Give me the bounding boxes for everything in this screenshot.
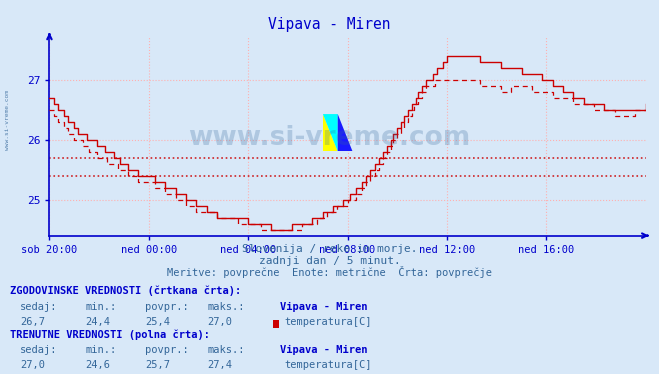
Text: Vipava - Miren: Vipava - Miren xyxy=(280,346,368,355)
Text: maks.:: maks.: xyxy=(208,346,245,355)
Text: Vipava - Miren: Vipava - Miren xyxy=(280,302,368,312)
Bar xyxy=(273,320,279,328)
Text: 27,0: 27,0 xyxy=(208,317,233,327)
Text: zadnji dan / 5 minut.: zadnji dan / 5 minut. xyxy=(258,256,401,266)
Polygon shape xyxy=(323,114,337,151)
Polygon shape xyxy=(323,114,337,151)
Text: 27,0: 27,0 xyxy=(20,361,45,370)
Text: 24,6: 24,6 xyxy=(86,361,111,370)
Text: Vipava - Miren: Vipava - Miren xyxy=(268,17,391,32)
Text: 24,4: 24,4 xyxy=(86,317,111,327)
Text: www.si-vreme.com: www.si-vreme.com xyxy=(5,90,11,150)
Text: temperatura[C]: temperatura[C] xyxy=(285,317,372,327)
Text: 25,4: 25,4 xyxy=(145,317,170,327)
Text: 25,7: 25,7 xyxy=(145,361,170,370)
Text: sedaj:: sedaj: xyxy=(20,302,57,312)
Text: 26,7: 26,7 xyxy=(20,317,45,327)
Text: www.si-vreme.com: www.si-vreme.com xyxy=(188,125,471,151)
Text: TRENUTNE VREDNOSTI (polna črta):: TRENUTNE VREDNOSTI (polna črta): xyxy=(10,330,210,340)
Text: Slovenija / reke in morje.: Slovenija / reke in morje. xyxy=(242,245,417,254)
Text: povpr.:: povpr.: xyxy=(145,346,188,355)
Text: min.:: min.: xyxy=(86,302,117,312)
Polygon shape xyxy=(337,114,353,151)
Text: sedaj:: sedaj: xyxy=(20,346,57,355)
Text: temperatura[C]: temperatura[C] xyxy=(285,361,372,370)
Text: ZGODOVINSKE VREDNOSTI (črtkana črta):: ZGODOVINSKE VREDNOSTI (črtkana črta): xyxy=(10,285,241,295)
Text: maks.:: maks.: xyxy=(208,302,245,312)
Text: 27,4: 27,4 xyxy=(208,361,233,370)
Text: Meritve: povprečne  Enote: metrične  Črta: povprečje: Meritve: povprečne Enote: metrične Črta:… xyxy=(167,266,492,278)
Text: min.:: min.: xyxy=(86,346,117,355)
Text: povpr.:: povpr.: xyxy=(145,302,188,312)
